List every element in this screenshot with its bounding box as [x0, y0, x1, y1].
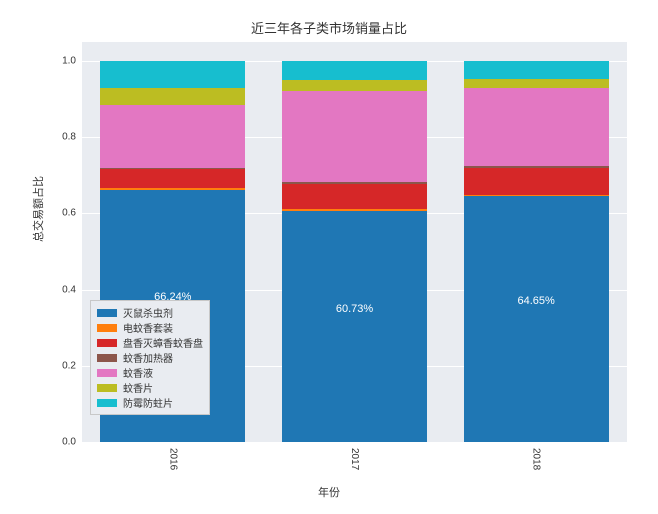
- legend-item: 盘香灭蟑香蚊香盘: [97, 335, 203, 350]
- bar-segment: [100, 168, 245, 170]
- legend-label: 蚊香片: [123, 380, 153, 395]
- x-axis-label: 年份: [0, 484, 658, 500]
- legend-item: 电蚊香套装: [97, 320, 203, 335]
- legend-swatch: [97, 354, 117, 362]
- bar-annotation: 64.65%: [464, 295, 609, 307]
- legend-swatch: [97, 384, 117, 392]
- bar-segment: [464, 79, 609, 89]
- bar-annotation: 60.73%: [282, 303, 427, 315]
- legend-item: 灭鼠杀虫剂: [97, 305, 203, 320]
- bar-segment: [464, 195, 609, 196]
- bar-group: 64.65%: [464, 42, 609, 442]
- bar-segment: [100, 105, 245, 168]
- bar-segment: [282, 91, 427, 182]
- bar-segment: [464, 61, 609, 79]
- bar-segment: [282, 61, 427, 80]
- y-tick-label: 0.6: [36, 208, 76, 219]
- bar-segment: [282, 184, 427, 209]
- x-tick-label: 2017: [349, 448, 360, 470]
- bar-segment: [464, 166, 609, 168]
- chart-title: 近三年各子类市场销量占比: [0, 18, 658, 37]
- legend-label: 灭鼠杀虫剂: [123, 305, 173, 320]
- chart-container: 近三年各子类市场销量占比 66.24%60.73%64.65% 总交易额占比 年…: [0, 0, 658, 514]
- bar-segment: [282, 209, 427, 211]
- bar-segment: [100, 188, 245, 190]
- x-tick-label: 2018: [531, 448, 542, 470]
- y-tick-label: 0.0: [36, 437, 76, 448]
- legend-item: 防霉防蛀片: [97, 395, 203, 410]
- legend: 灭鼠杀虫剂电蚊香套装盘香灭蟑香蚊香盘蚊香加热器蚊香液蚊香片防霉防蛀片: [90, 300, 210, 415]
- legend-label: 盘香灭蟑香蚊香盘: [123, 335, 203, 350]
- bar-segment: [282, 80, 427, 91]
- legend-label: 防霉防蛀片: [123, 395, 173, 410]
- legend-swatch: [97, 324, 117, 332]
- legend-item: 蚊香加热器: [97, 350, 203, 365]
- bar-group: 60.73%: [282, 42, 427, 442]
- bar-segment: [282, 182, 427, 184]
- legend-label: 电蚊香套装: [123, 320, 173, 335]
- legend-item: 蚊香片: [97, 380, 203, 395]
- bar-segment: [464, 88, 609, 166]
- bar-segment: [100, 61, 245, 88]
- y-tick-label: 1.0: [36, 56, 76, 67]
- y-tick-label: 0.8: [36, 132, 76, 143]
- bar-segment: [464, 168, 609, 195]
- bar-segment: [282, 211, 427, 442]
- legend-item: 蚊香液: [97, 365, 203, 380]
- legend-swatch: [97, 399, 117, 407]
- legend-swatch: [97, 339, 117, 347]
- legend-swatch: [97, 369, 117, 377]
- x-tick-label: 2016: [167, 448, 178, 470]
- legend-label: 蚊香液: [123, 365, 153, 380]
- gridline: [82, 442, 627, 443]
- legend-label: 蚊香加热器: [123, 350, 173, 365]
- y-tick-label: 0.4: [36, 284, 76, 295]
- bar-segment: [464, 196, 609, 442]
- legend-swatch: [97, 309, 117, 317]
- bar-segment: [100, 169, 245, 188]
- y-tick-label: 0.2: [36, 360, 76, 371]
- bar-segment: [100, 88, 245, 105]
